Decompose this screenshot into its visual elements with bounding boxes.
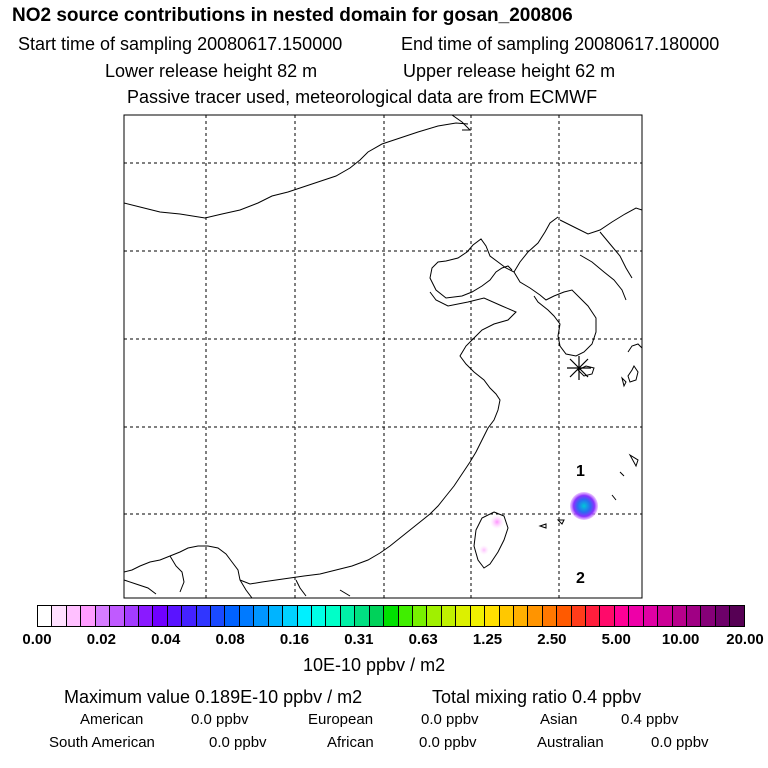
region-south-american-label: South American — [49, 734, 155, 751]
color-scale-unit: 10E-10 ppbv / m2 — [303, 655, 446, 675]
taiwan-weak-spot — [490, 515, 504, 529]
region-african-label: African — [327, 734, 374, 751]
color-scale-tick-label: 0.16 — [279, 631, 310, 648]
end-time-label: End time of sampling 20080617.180000 — [401, 34, 720, 54]
color-scale-swatch — [671, 606, 686, 626]
color-scale-swatch — [137, 606, 153, 626]
total-mixing-label: Total mixing ratio 0.4 ppbv — [432, 687, 642, 707]
receptor-asterisk-icon — [567, 356, 591, 380]
color-scale-swatch — [253, 606, 268, 626]
region-african-value: 0.0 ppbv — [419, 734, 477, 751]
color-scale-swatch — [700, 606, 715, 626]
color-scale-swatch — [296, 606, 312, 626]
map-frame — [123, 114, 643, 599]
color-scale-swatch — [714, 606, 730, 626]
color-scale-swatch — [484, 606, 499, 626]
color-scale-swatch — [426, 606, 441, 626]
color-scale-swatch — [152, 606, 167, 626]
upper-height-label: Upper release height 62 m — [403, 61, 616, 81]
color-scale-tick-label: 0.00 — [22, 631, 52, 648]
tracer-note: Passive tracer used, meteorological data… — [127, 87, 598, 107]
color-scale-swatch — [455, 606, 470, 626]
color-scale-swatch — [282, 606, 297, 626]
color-scale-swatch — [109, 606, 124, 626]
color-scale-swatch — [397, 606, 412, 626]
color-scale-swatch — [267, 606, 283, 626]
color-scale-swatch — [65, 606, 81, 626]
taiwan-weak-spot-2 — [479, 545, 489, 555]
color-scale-swatch — [570, 606, 586, 626]
region-australian-label: Australian — [537, 734, 604, 751]
color-scale-swatch — [729, 606, 744, 626]
color-scale-swatch — [498, 606, 513, 626]
color-scale-swatch — [585, 606, 600, 626]
color-scale-swatch — [599, 606, 614, 626]
color-scale-swatch — [657, 606, 672, 626]
point-1-label: 1 — [576, 463, 585, 480]
color-scale-swatch — [613, 606, 629, 626]
color-scale-tick-label: 20.00 — [726, 631, 764, 648]
map-content — [124, 115, 642, 598]
color-scale-swatch — [166, 606, 182, 626]
color-scale-swatch — [642, 606, 658, 626]
color-scale-swatch — [368, 606, 384, 626]
color-scale-swatch — [411, 606, 427, 626]
color-scale-swatch — [512, 606, 528, 626]
color-scale-tick-label: 0.31 — [344, 631, 374, 648]
region-american-value: 0.0 ppbv — [191, 711, 249, 728]
color-scale-swatch — [556, 606, 571, 626]
color-scale-swatch — [311, 606, 326, 626]
color-scale-swatch — [339, 606, 355, 626]
max-contribution-spot — [570, 492, 598, 520]
point-2-label: 2 — [576, 570, 585, 587]
color-scale-tick-label: 2.50 — [537, 631, 567, 648]
color-scale-swatch — [628, 606, 643, 626]
color-scale-swatch — [541, 606, 557, 626]
color-scale-swatch — [181, 606, 196, 626]
color-scale-swatch — [195, 606, 211, 626]
coastlines — [124, 115, 642, 598]
region-asian-label: Asian — [540, 711, 578, 728]
color-scale-swatch — [527, 606, 542, 626]
color-scale-swatch — [51, 606, 66, 626]
color-scale-swatch — [224, 606, 239, 626]
gridlines — [124, 115, 642, 598]
start-time-label: Start time of sampling 20080617.150000 — [18, 34, 343, 54]
color-scale-tick-label: 0.08 — [215, 631, 245, 648]
color-scale-swatch — [210, 606, 225, 626]
region-european-value: 0.0 ppbv — [421, 711, 479, 728]
color-scale-tick-label: 1.25 — [472, 631, 503, 648]
color-scale-swatch — [469, 606, 485, 626]
color-scale-tick-label: 5.00 — [601, 631, 631, 648]
max-value-label: Maximum value 0.189E-10 ppbv / m2 — [64, 687, 363, 707]
region-european-label: European — [308, 711, 374, 728]
page-title: NO2 source contributions in nested domai… — [12, 5, 573, 26]
color-scale-swatch — [80, 606, 95, 626]
color-scale-swatch — [383, 606, 398, 626]
lower-height-label: Lower release height 82 m — [105, 61, 318, 81]
color-scale-tick-label: 0.04 — [151, 631, 181, 648]
color-scale-swatch — [38, 606, 52, 626]
color-scale-bar — [37, 605, 745, 627]
color-scale-tick-label: 0.63 — [408, 631, 438, 648]
color-scale-swatch — [94, 606, 110, 626]
region-south-american-value: 0.0 ppbv — [209, 734, 267, 751]
region-american-label: American — [80, 711, 144, 728]
color-scale-swatch — [685, 606, 701, 626]
color-scale-swatch — [123, 606, 138, 626]
region-australian-value: 0.0 ppbv — [651, 734, 709, 751]
color-scale-tick-label: 10.00 — [661, 631, 700, 648]
color-scale-tick-label: 0.02 — [86, 631, 116, 648]
color-scale-swatch — [238, 606, 254, 626]
color-scale-swatch — [325, 606, 340, 626]
color-scale-swatch — [354, 606, 369, 626]
region-asian-value: 0.4 ppbv — [621, 711, 679, 728]
color-scale-swatch — [440, 606, 456, 626]
